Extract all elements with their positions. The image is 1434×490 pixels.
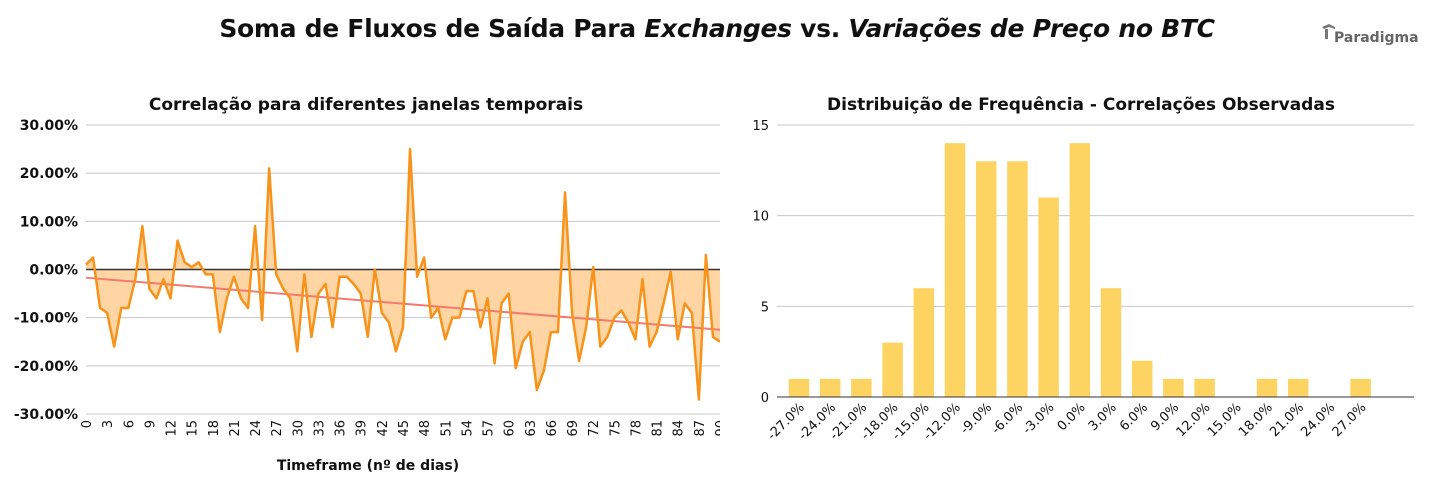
line-chart-x-tick-label: 39 — [355, 420, 370, 437]
line-chart-x-tick-label: 51 — [439, 420, 454, 437]
title-part-3: vs. — [791, 14, 849, 43]
main-title: Soma de Fluxos de Saída Para Exchanges v… — [0, 14, 1434, 43]
bar-chart-bar — [1069, 143, 1091, 397]
line-chart-y-tick-label: 0.00% — [29, 263, 78, 279]
line-chart-area-fill — [86, 149, 720, 400]
bar-chart-bar — [944, 143, 966, 397]
bar-chart-x-tick-labels: -27.0%-24.0%-21.0%-18.0%-15.0%-12.0%-9.0… — [765, 400, 1370, 443]
line-chart-x-tick-label: 21 — [228, 420, 243, 437]
line-chart-x-tick-label: 87 — [693, 420, 708, 437]
bar-chart-bar — [851, 378, 872, 397]
line-chart-x-tick-label: 69 — [566, 420, 581, 437]
bar-chart-bars — [788, 143, 1371, 397]
line-chart-x-tick-label: 15 — [186, 420, 201, 437]
line-chart-y-tick-label: 20.00% — [20, 166, 78, 182]
title-part-2: Exchanges — [644, 14, 792, 43]
line-chart-x-axis-label: Timeframe (nº de dias) — [277, 458, 459, 474]
line-chart-x-tick-label: 90 — [714, 420, 720, 437]
line-chart-x-tick-label: 75 — [608, 420, 623, 437]
bar-chart-y-tick-label: 10 — [752, 210, 769, 225]
line-chart-x-tick-label: 84 — [672, 420, 687, 437]
line-chart-x-tick-label: 9 — [143, 420, 158, 428]
line-chart-x-tick-label: 27 — [270, 420, 285, 437]
bar-chart-x-tick-label: 21.0% — [1267, 400, 1307, 440]
paradigma-logo-text: Paradigma — [1334, 30, 1419, 46]
line-chart-y-tick-label: 10.00% — [20, 214, 78, 230]
bar-chart-x-tick-label: 0.0% — [1055, 400, 1089, 434]
bar-chart-x-tick-label: 24.0% — [1298, 400, 1338, 440]
bar-chart-bar — [1163, 378, 1184, 397]
line-chart-y-tick-labels: 30.00% 20.00% 10.00% 0.00% -10.00% -20.00% -30… — [14, 118, 78, 423]
line-chart-x-tick-label: 18 — [207, 420, 222, 437]
bar-chart-bar — [1350, 378, 1371, 397]
line-chart-x-tick-label: 45 — [397, 420, 412, 437]
line-chart-y-tick-label: -20.00% — [14, 359, 78, 375]
bar-chart-bar — [819, 378, 841, 397]
title-part-1: Soma de Fluxos de Saída Para — [219, 14, 645, 43]
paradigma-logo-icon — [1322, 24, 1335, 39]
line-chart-x-tick-label: 24 — [249, 420, 264, 437]
bar-chart: Distribuição de Frequência - Correlações… — [752, 95, 1414, 443]
line-chart-x-tick-label: 33 — [312, 420, 327, 437]
bar-chart-x-tick-label: -3.0% — [1020, 400, 1057, 437]
paradigma-logo: Paradigma — [1322, 22, 1422, 52]
line-chart-title: Correlação para diferentes janelas tempo… — [149, 95, 583, 115]
line-chart-x-tick-labels: 0 3 6 9 12 15 18 21 24 27 30 33 36 39 42 45 48 51 54 57 60 63… — [80, 420, 720, 437]
bar-chart-y-tick-labels: 0 5 10 15 — [752, 119, 769, 406]
bar-chart-bar — [1100, 288, 1122, 397]
line-chart-x-tick-label: 54 — [460, 420, 475, 437]
bar-chart-bar — [1038, 197, 1059, 397]
bar-chart-y-tick-label: 5 — [761, 300, 769, 315]
bar-chart-bar — [788, 378, 810, 397]
bar-chart-x-tick-label: 6.0% — [1117, 400, 1151, 434]
line-chart-x-tick-label: 60 — [503, 420, 518, 437]
line-chart-x-tick-label: 12 — [165, 420, 180, 437]
bar-chart-y-tick-label: 0 — [761, 391, 769, 406]
bar-chart-x-tick-label: 12.0% — [1174, 400, 1214, 440]
line-chart-x-tick-label: 3 — [101, 420, 116, 428]
line-chart-x-tick-label: 48 — [418, 420, 433, 437]
line-chart-x-tick-label: 6 — [122, 420, 137, 428]
bar-chart-x-tick-label: 18.0% — [1236, 400, 1276, 440]
line-chart-y-tick-label: -10.00% — [14, 311, 78, 327]
bar-chart-x-tick-label: -6.0% — [989, 400, 1026, 437]
line-chart-x-tick-label: 81 — [651, 420, 666, 437]
bar-chart-y-tick-label: 15 — [752, 119, 769, 134]
line-chart: Correlação para diferentes janelas tempo… — [14, 95, 720, 474]
bar-chart-x-tick-label: 27.0% — [1330, 400, 1370, 440]
title-part-4: Variações de Preço no BTC — [848, 14, 1215, 43]
line-chart-x-tick-label: 30 — [291, 420, 306, 437]
bar-chart-x-tick-label: 3.0% — [1086, 400, 1120, 434]
line-chart-x-tick-label: 66 — [545, 420, 560, 437]
bar-chart-bar — [1194, 378, 1215, 397]
bar-chart-bar — [975, 161, 997, 397]
line-chart-x-tick-label: 72 — [587, 420, 602, 437]
line-chart-series-line — [85, 147, 720, 401]
line-chart-x-tick-label: 63 — [524, 420, 539, 437]
bar-chart-bar — [1256, 378, 1278, 397]
bar-chart-gridlines — [777, 124, 1414, 307]
bar-chart-x-tick-label: 15.0% — [1205, 400, 1245, 440]
line-chart-x-tick-label: 78 — [629, 420, 644, 437]
line-chart-x-tick-label: 0 — [80, 420, 95, 428]
line-chart-y-tick-label: -30.00% — [14, 407, 78, 423]
bar-chart-bar — [882, 342, 903, 397]
bar-chart-bar — [1287, 378, 1309, 397]
line-chart-x-tick-label: 57 — [482, 420, 497, 437]
bar-chart-title: Distribuição de Frequência - Correlações… — [827, 95, 1335, 115]
bar-chart-bar — [1007, 161, 1028, 397]
line-chart-x-tick-label: 42 — [376, 420, 391, 437]
bar-chart-bar — [1131, 360, 1153, 397]
line-chart-y-tick-label: 30.00% — [20, 118, 78, 134]
line-chart-x-tick-label: 36 — [334, 420, 349, 437]
bar-chart-bar — [913, 288, 935, 397]
bar-chart-x-tick-label: -9.0% — [958, 400, 995, 437]
